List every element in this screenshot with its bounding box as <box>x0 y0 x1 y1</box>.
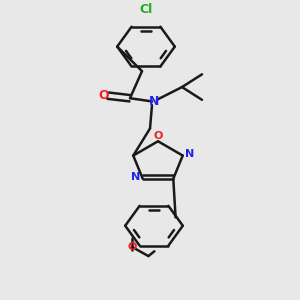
Text: N: N <box>185 149 195 159</box>
Text: O: O <box>98 89 109 102</box>
Text: O: O <box>128 242 137 252</box>
Text: O: O <box>153 130 163 140</box>
Text: Cl: Cl <box>140 3 153 16</box>
Text: N: N <box>149 95 159 108</box>
Text: N: N <box>131 172 140 182</box>
